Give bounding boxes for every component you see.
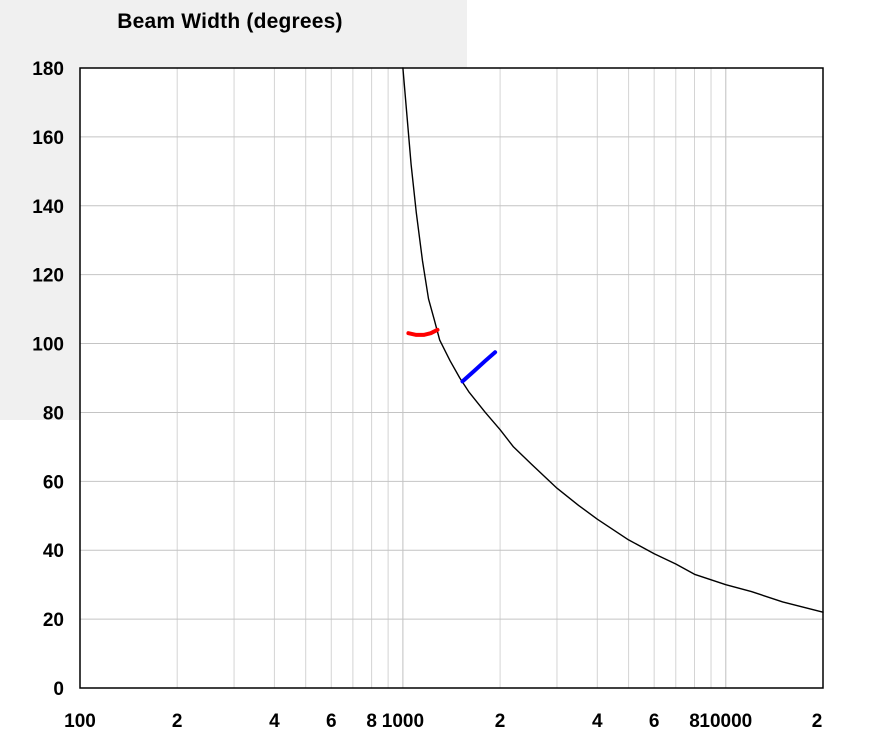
blue-marker-segment [460,350,498,384]
y-tick-label: 160 [32,128,64,149]
plot-border [79,67,824,689]
y-tick-label: 140 [32,197,64,218]
y-tick-label: 120 [32,266,64,287]
x-tick-label: 2 [812,711,823,732]
x-tick-label: 6 [649,711,660,732]
y-tick-label: 80 [43,403,64,424]
y-tick-label: 60 [43,472,64,493]
x-tick-label: 6 [326,711,337,732]
chart-title: Beam Width (degrees) [117,10,343,33]
x-tick-label: 1000 [382,711,424,732]
x-tick-label: 2 [172,711,183,732]
x-tick-label: 10000 [699,711,752,732]
beam-width-curve [402,67,824,613]
x-tick-label: 8 [689,711,700,732]
y-tick-label: 0 [53,679,64,700]
red-marker-segment [406,327,440,337]
x-tick-label: 4 [269,711,280,732]
x-tick-label: 100 [64,711,96,732]
y-tick-label: 180 [32,59,64,80]
x-tick-label: 4 [592,711,603,732]
x-tick-label: 2 [495,711,506,732]
y-tick-label: 20 [43,610,64,631]
y-tick-label: 40 [43,541,64,562]
x-tick-label: 8 [366,711,377,732]
y-tick-label: 100 [32,335,64,356]
plot-area [80,68,823,688]
